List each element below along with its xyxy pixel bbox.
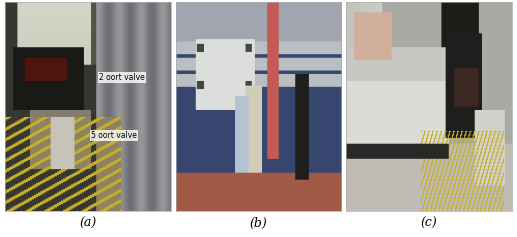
Text: 5 oort valve: 5 oort valve	[91, 131, 137, 140]
Text: 2 oort valve: 2 oort valve	[99, 73, 145, 82]
Text: (b): (b)	[250, 217, 267, 230]
Text: (c): (c)	[421, 217, 437, 230]
Text: (a): (a)	[79, 217, 97, 230]
